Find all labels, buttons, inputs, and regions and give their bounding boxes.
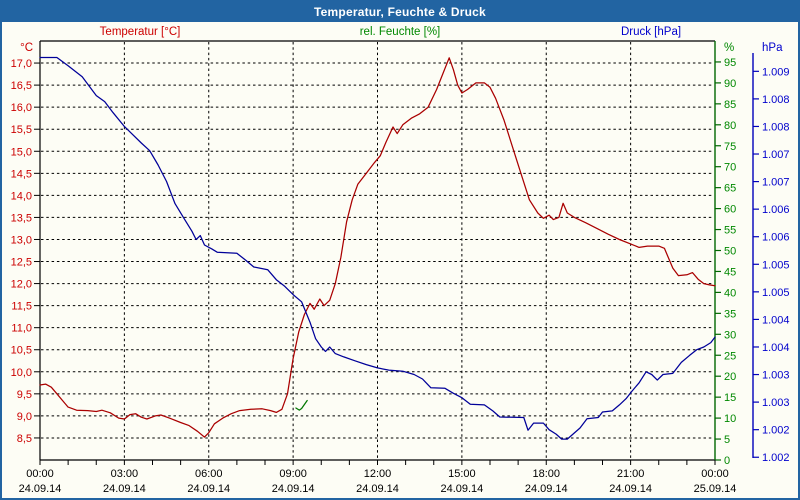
legend-pressure: Druck [hPa]	[621, 26, 681, 38]
legend-temperature: Temperatur [°C]	[100, 26, 181, 38]
hum-tick-label: 85	[724, 99, 736, 111]
temp-tick-label: 15,5	[11, 124, 32, 136]
time-label: 06:00	[195, 468, 223, 480]
series-temperatur	[39, 57, 716, 438]
date-label: 24.09.14	[525, 483, 568, 495]
date-label: 24.09.14	[356, 483, 399, 495]
temp-tick-label: 16,0	[11, 102, 32, 114]
hum-tick-label: 30	[724, 329, 736, 341]
hum-tick-label: 65	[724, 183, 736, 195]
legend-humidity: rel. Feuchte [%]	[360, 26, 441, 38]
hum-tick-label: 80	[724, 120, 736, 132]
pres-tick-label: 1.007	[762, 149, 790, 161]
temp-tick-label: 8,5	[17, 433, 32, 445]
pres-tick-label: 1.008	[762, 121, 790, 133]
series-druck	[39, 56, 716, 440]
hum-tick-label: 25	[724, 350, 736, 362]
date-label: 24.09.14	[272, 483, 315, 495]
data-series	[39, 56, 716, 440]
time-label: 15:00	[448, 468, 476, 480]
hum-tick-label: 70	[724, 162, 736, 174]
temp-tick-label: 12,5	[11, 257, 32, 269]
gridlines	[41, 42, 714, 459]
time-label: 00:00	[26, 468, 54, 480]
date-label: 24.09.14	[187, 483, 230, 495]
pres-tick-label: 1.006	[762, 232, 790, 244]
pressure-axis-unit: hPa	[762, 42, 783, 54]
time-label: 03:00	[111, 468, 139, 480]
temp-tick-label: 9,0	[17, 411, 32, 423]
date-label: 24.09.14	[103, 483, 146, 495]
temp-tick-label: 9,5	[17, 389, 32, 401]
hum-tick-label: 20	[724, 371, 736, 383]
time-label: 18:00	[532, 468, 560, 480]
temp-tick-label: 13,5	[11, 212, 32, 224]
pressure-axis: 1.009 1.008 1.008 1.007 1.007 1.006 1.006 1.005…	[752, 53, 790, 464]
title-bar: Temperatur, Feuchte & Druck	[2, 2, 798, 22]
temp-tick-label: 13,0	[11, 234, 32, 246]
pres-tick-label: 1.002	[762, 425, 790, 437]
hum-tick-label: 60	[724, 204, 736, 216]
temp-tick-label: 14,0	[11, 190, 32, 202]
pres-tick-label: 1.003	[762, 370, 790, 382]
hum-tick-label: 10	[724, 413, 736, 425]
time-axis: 00:00 24.09.14 03:00 24.09.14 06:00 24.09.14 0…	[19, 460, 737, 495]
hum-tick-label: 5	[724, 434, 730, 446]
hum-tick-label: 55	[724, 225, 736, 237]
temp-tick-label: 17,0	[11, 58, 32, 70]
hum-tick-label: 0	[724, 455, 730, 467]
hum-tick-label: 35	[724, 308, 736, 320]
temp-tick-label: 16,5	[11, 80, 32, 92]
temp-tick-label: 11,5	[11, 301, 32, 313]
hum-tick-label: 15	[724, 392, 736, 404]
hum-tick-label: 45	[724, 266, 736, 278]
time-label: 21:00	[617, 468, 645, 480]
hum-tick-label: 95	[724, 57, 736, 69]
hum-tick-label: 50	[724, 246, 736, 258]
humidity-axis-unit: %	[724, 42, 734, 54]
pres-tick-label: 1.006	[762, 204, 790, 216]
pres-tick-label: 1.004	[762, 342, 790, 354]
hum-tick-label: 75	[724, 141, 736, 153]
pres-tick-label: 1.005	[762, 287, 790, 299]
pres-tick-label: 1.004	[762, 314, 790, 326]
pres-tick-label: 1.005	[762, 259, 790, 271]
series-rel-feuchte	[295, 399, 308, 411]
temp-tick-label: 10,5	[11, 345, 32, 357]
pres-tick-label: 1.009	[762, 66, 790, 78]
time-label: 12:00	[364, 468, 392, 480]
chart-canvas: Temperatur [°C] rel. Feuchte [%] Druck […	[11, 26, 790, 495]
temp-tick-label: 14,5	[11, 168, 32, 180]
hum-tick-label: 90	[724, 78, 736, 90]
date-label: 24.09.14	[609, 483, 652, 495]
pres-tick-label: 1.008	[762, 94, 790, 106]
temp-tick-label: 10,0	[11, 367, 32, 379]
hum-tick-label: 40	[724, 287, 736, 299]
pres-tick-label: 1.007	[762, 177, 790, 189]
date-label: 24.09.14	[440, 483, 483, 495]
pres-tick-label: 1.002	[762, 452, 790, 464]
time-label: 00:00	[701, 468, 729, 480]
pres-tick-label: 1.003	[762, 397, 790, 409]
date-label: 25.09.14	[694, 483, 737, 495]
temperature-axis-unit: °C	[20, 42, 33, 54]
time-label: 09:00	[279, 468, 307, 480]
temp-tick-label: 11,0	[11, 323, 32, 335]
temp-tick-label: 12,0	[11, 279, 32, 291]
temp-tick-label: 15,0	[11, 146, 32, 158]
temperature-axis: 17,0 16,5 16,0 15,5 15,0 14,5 14,0 13,5 13,0 12,5…	[11, 58, 40, 445]
date-label: 24.09.14	[19, 483, 62, 495]
